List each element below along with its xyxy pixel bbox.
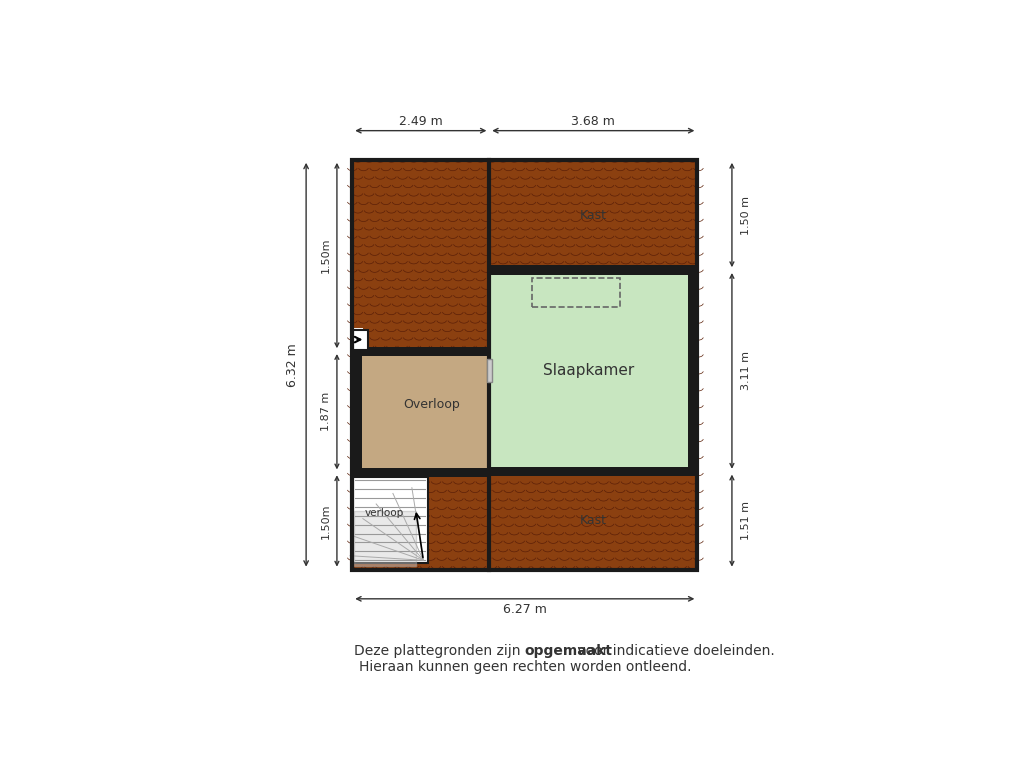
Text: opgemaakt: opgemaakt bbox=[524, 644, 612, 658]
Bar bbox=[361, 346, 489, 477]
Bar bbox=[688, 270, 697, 472]
Text: voor indicatieve doeleinden.: voor indicatieve doeleinden. bbox=[572, 644, 774, 658]
Bar bbox=[353, 477, 428, 564]
Bar bbox=[489, 266, 697, 275]
Bar bbox=[354, 511, 416, 566]
Text: Overloop: Overloop bbox=[403, 398, 460, 411]
Text: Kast: Kast bbox=[580, 514, 607, 527]
Text: 2.49 m: 2.49 m bbox=[399, 115, 442, 128]
Text: 1.50 m: 1.50 m bbox=[740, 196, 751, 234]
Text: 1.50m: 1.50m bbox=[322, 503, 331, 538]
Text: 3.11 m: 3.11 m bbox=[740, 352, 751, 390]
Text: verloop: verloop bbox=[365, 508, 403, 518]
Text: 1.87 m: 1.87 m bbox=[322, 392, 331, 432]
Bar bbox=[489, 266, 688, 476]
Text: Slaapkamer: Slaapkamer bbox=[543, 363, 634, 379]
Text: 6.32 m: 6.32 m bbox=[286, 343, 299, 386]
Bar bbox=[489, 467, 697, 476]
Bar bbox=[352, 351, 361, 472]
Bar bbox=[352, 328, 364, 351]
Bar bbox=[487, 359, 492, 382]
Bar bbox=[353, 329, 369, 349]
Text: 6.27 m: 6.27 m bbox=[503, 603, 547, 616]
Bar bbox=[352, 160, 697, 570]
Text: 3.68 m: 3.68 m bbox=[571, 115, 615, 128]
Bar bbox=[531, 278, 621, 307]
Text: 1.50m: 1.50m bbox=[322, 238, 331, 273]
Text: Deze plattegronden zijn: Deze plattegronden zijn bbox=[354, 644, 524, 658]
Bar bbox=[352, 468, 489, 477]
Text: 1.51 m: 1.51 m bbox=[740, 502, 751, 540]
Text: Kast: Kast bbox=[580, 209, 607, 221]
Text: Hieraan kunnen geen rechten worden ontleend.: Hieraan kunnen geen rechten worden ontle… bbox=[358, 660, 691, 674]
Bar bbox=[352, 346, 489, 356]
Bar bbox=[352, 160, 697, 570]
